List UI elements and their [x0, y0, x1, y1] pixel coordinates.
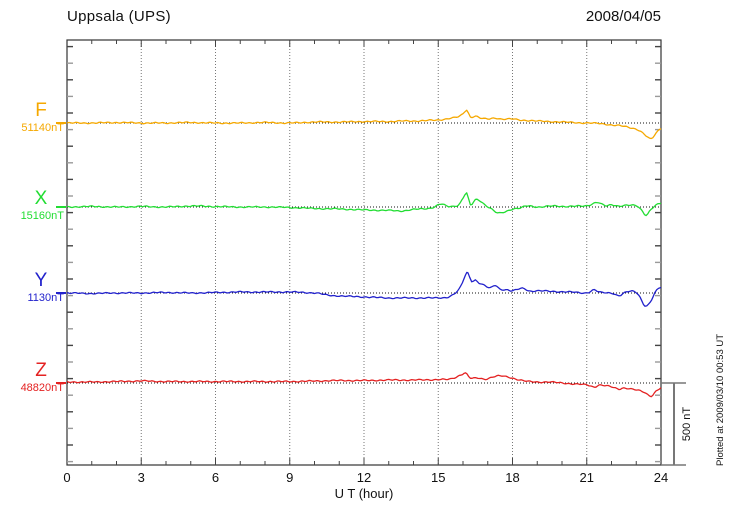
x-tick-label: 0	[63, 470, 70, 485]
x-axis-label: U T (hour)	[334, 486, 394, 501]
x-tick-label: 15	[431, 470, 445, 485]
channel-baseline-f: 51140nT	[21, 122, 64, 134]
trace-x	[67, 192, 662, 217]
channel-baseline-x: 15160nT	[20, 210, 64, 222]
x-tick-label: 18	[505, 470, 519, 485]
channel-letter-f: F	[35, 100, 47, 121]
scale-bar	[661, 382, 686, 466]
x-tick-labels: 0 3 6 9 12 15 18 21 24	[63, 470, 668, 485]
plot-date: 2008/04/05	[585, 8, 661, 25]
x-tick-label: 12	[357, 470, 371, 485]
scale-bar-label: 500 nT	[681, 406, 693, 442]
channel-label-x: X 15160nT	[0, 189, 64, 222]
channel-label-f: F 51140nT	[0, 101, 64, 134]
channel-letter-x: X	[34, 188, 48, 209]
channel-baseline-y: 1130nT	[27, 292, 65, 304]
axis-ticks	[67, 40, 661, 465]
x-tick-label: 3	[138, 470, 145, 485]
channel-label-y: Y 1130nT	[0, 270, 65, 304]
gridlines	[140, 40, 588, 465]
trace-z	[66, 372, 662, 398]
x-tick-label: 21	[580, 470, 594, 485]
channel-letter-z: Z	[35, 360, 47, 381]
trace-y	[66, 271, 662, 307]
channel-letter-y: Y	[34, 270, 48, 291]
station-title: Uppsala (UPS)	[67, 8, 171, 25]
channel-baseline-z: 48820nT	[20, 382, 64, 394]
x-tick-label: 6	[212, 470, 219, 485]
plotted-at-note: Plotted at 2009/03/10 00:53 UT	[715, 333, 726, 466]
channel-traces	[66, 109, 662, 398]
trace-f	[66, 109, 662, 140]
x-tick-label: 24	[654, 470, 668, 485]
x-tick-label: 9	[286, 470, 293, 485]
channel-label-z: Z 48820nT	[0, 361, 64, 394]
channel-baselines	[56, 122, 661, 384]
